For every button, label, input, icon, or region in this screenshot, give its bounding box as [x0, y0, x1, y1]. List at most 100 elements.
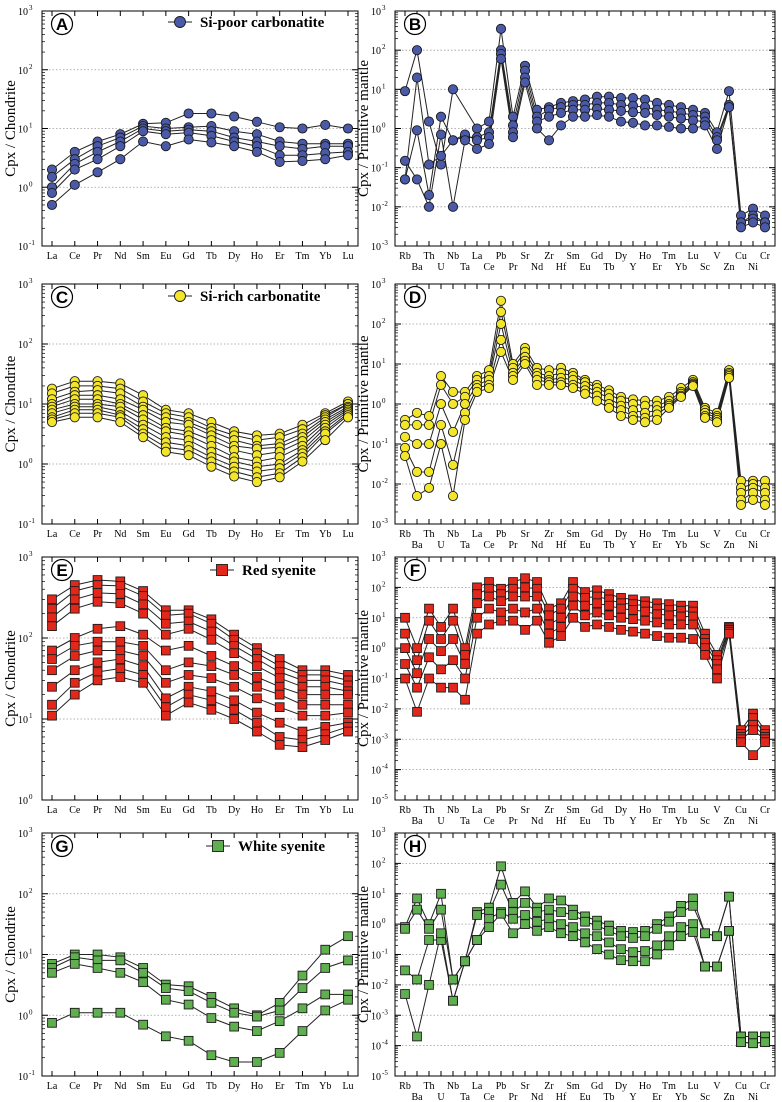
data-point: [556, 928, 566, 939]
data-point: [206, 673, 217, 683]
y-tick-exponent: 3: [382, 826, 386, 834]
data-point: [424, 634, 434, 644]
x-tick-label: Zn: [723, 816, 734, 827]
data-point: [252, 717, 262, 728]
data-point: [675, 391, 687, 403]
data-point: [115, 141, 126, 152]
data-point: [297, 983, 308, 993]
data-point: [69, 677, 80, 688]
y-tick-exponent: -2: [382, 200, 388, 208]
x-tick-label: La: [47, 805, 58, 816]
data-point: [423, 201, 435, 212]
data-point: [579, 111, 591, 122]
x-tick-label: Dy: [615, 251, 627, 262]
data-point: [447, 398, 459, 410]
data-point: [400, 923, 410, 934]
x-tick-label: Ni: [748, 816, 758, 827]
data-point: [206, 695, 217, 706]
x-tick-label: Ni: [748, 1092, 758, 1102]
data-point: [412, 655, 422, 666]
data-point: [400, 643, 410, 653]
data-point: [400, 628, 410, 639]
data-point: [483, 139, 495, 150]
x-tick-label: Gd: [591, 529, 603, 540]
data-point: [115, 1007, 126, 1018]
data-point: [274, 1048, 285, 1058]
data-point: [664, 610, 674, 621]
data-point: [274, 141, 285, 152]
x-tick-label: Nd: [114, 1081, 126, 1092]
y-tick-exponent: -4: [382, 1039, 388, 1047]
data-point: [183, 1035, 194, 1046]
data-point: [92, 675, 103, 686]
y-tick-label: 10: [371, 46, 381, 57]
y-tick-label: 10: [371, 920, 381, 931]
data-point: [520, 624, 530, 635]
data-point: [160, 677, 171, 688]
data-point: [663, 121, 675, 132]
data-point: [206, 1013, 217, 1023]
x-tick-label: Lu: [342, 251, 353, 262]
y-tick-exponent: -3: [382, 1008, 388, 1016]
data-point: [297, 456, 308, 467]
y-tick-exponent: 1: [382, 611, 386, 619]
x-tick-label: Y: [629, 816, 636, 827]
data-point: [251, 146, 262, 157]
data-point: [424, 980, 434, 990]
data-point: [592, 598, 602, 609]
data-point: [460, 659, 470, 669]
data-point: [297, 970, 308, 981]
x-tick-label: La: [472, 1081, 483, 1092]
y-tick-label: 10: [18, 242, 28, 253]
panel-letter: D: [409, 288, 421, 307]
x-tick-label: Yb: [675, 262, 687, 273]
data-point: [206, 626, 217, 637]
data-point: [628, 614, 638, 624]
x-tick-label: Sc: [700, 1092, 711, 1102]
y-tick-label: 10: [371, 7, 381, 18]
data-point: [448, 634, 458, 644]
data-point: [628, 933, 638, 943]
x-tick-label: Ni: [748, 262, 758, 273]
legend: Si-poor carbonatite: [168, 15, 325, 31]
panel-letter: A: [56, 15, 68, 34]
x-tick-label: Eu: [579, 540, 590, 551]
y-tick-label: 10: [371, 829, 381, 840]
data-point: [495, 295, 507, 306]
x-tick-label: Ho: [251, 251, 263, 262]
data-point: [760, 1037, 770, 1048]
data-point: [47, 1017, 57, 1028]
x-tick-label: Ho: [251, 529, 263, 540]
data-point: [652, 923, 662, 934]
y-tick-label: 10: [371, 951, 381, 962]
x-tick-label: Eu: [579, 816, 590, 827]
data-point: [651, 414, 663, 425]
data-point: [687, 123, 699, 134]
data-point: [616, 612, 626, 623]
data-point: [320, 710, 331, 721]
x-tick-label: Ni: [748, 540, 758, 551]
x-tick-label: Ho: [639, 1081, 651, 1092]
x-tick-label: Sr: [521, 529, 531, 540]
data-point: [664, 931, 674, 942]
x-tick-label: Ta: [460, 816, 470, 827]
data-point: [616, 931, 626, 942]
data-point: [47, 654, 57, 664]
x-tick-label: Yb: [675, 816, 687, 827]
data-point: [251, 477, 262, 488]
data-point: [544, 619, 554, 630]
data-point: [183, 640, 194, 651]
data-point: [544, 922, 554, 932]
y-tick-label: 10: [18, 66, 28, 77]
y-tick-label: 10: [18, 280, 28, 291]
data-point: [399, 174, 411, 185]
data-point: [229, 471, 240, 482]
data-point: [496, 861, 506, 872]
x-tick-label: Yb: [319, 529, 331, 540]
data-point: [471, 386, 483, 398]
data-point: [47, 665, 57, 676]
x-tick-label: Ho: [639, 529, 651, 540]
data-point: [592, 619, 602, 630]
x-tick-label: Pr: [509, 540, 519, 551]
